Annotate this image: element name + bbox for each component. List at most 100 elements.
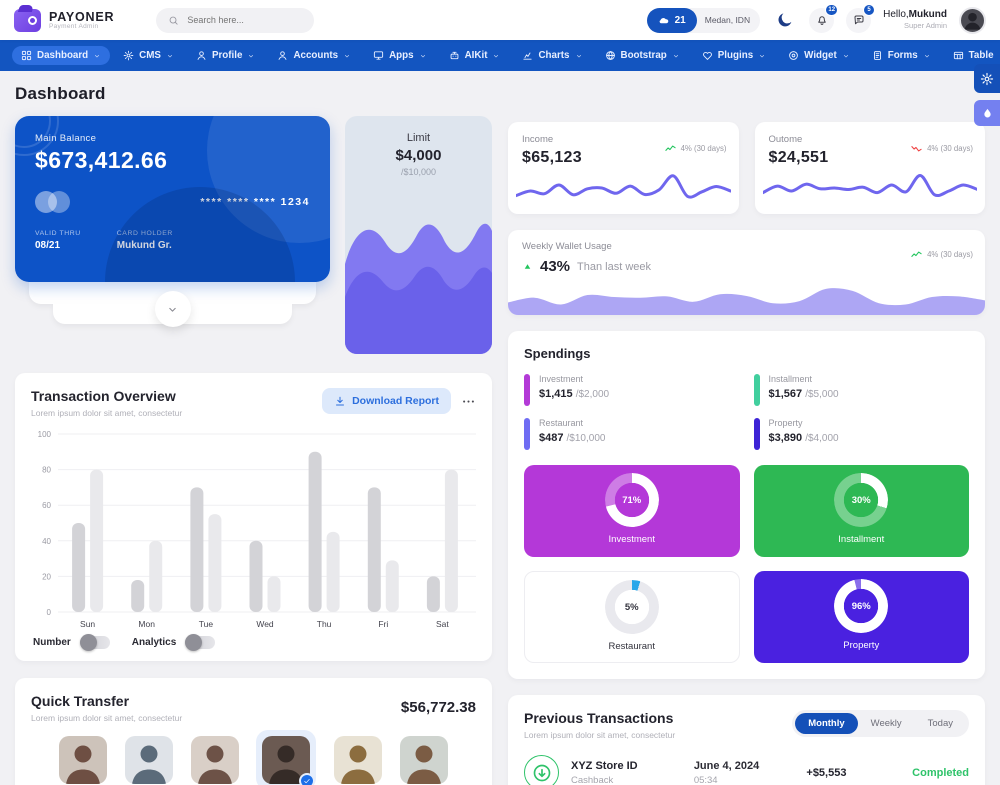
card-holder-label: CARD HOLDER — [116, 230, 173, 237]
nav-item-plugins[interactable]: Plugins — [693, 46, 775, 65]
top-header: PAYONER Payment Admin 21 Medan, IDN 12 — [0, 0, 1000, 40]
quick-transfer-subtitle: Lorem ipsum dolor sit amet, consectetur — [31, 713, 183, 723]
svg-text:Sat: Sat — [436, 619, 449, 629]
nav-item-dashboard[interactable]: Dashboard — [12, 46, 111, 65]
transfer-contact-avatar[interactable] — [59, 736, 107, 784]
nav-item-bootstrap[interactable]: Bootstrap — [596, 46, 689, 65]
spending-tile-restaurant[interactable]: 5% Restaurant — [524, 571, 740, 663]
nav-item-charts[interactable]: Charts — [513, 46, 591, 65]
outcome-label: Outome — [768, 134, 803, 145]
nav-item-forms[interactable]: Forms — [863, 46, 940, 65]
nav-item-accounts[interactable]: Accounts — [268, 46, 360, 65]
transaction-bar-chart: 0 20 40 60 80 100 Sun Mon Tue Wed Thu Fri Sat — [31, 426, 476, 632]
nav-item-label: AIKit — [464, 50, 488, 61]
balance-label: Main Balance — [35, 133, 97, 144]
toggle-label-number: Number — [33, 637, 71, 648]
nav-item-label: Forms — [887, 50, 918, 61]
transaction-category: Cashback — [571, 774, 614, 785]
chevron-down-icon — [758, 52, 766, 60]
transaction-amount: +$5,553 — [806, 766, 847, 779]
messages-button[interactable]: 5 — [846, 3, 876, 33]
card-brand-icon — [35, 191, 77, 213]
notification-count-badge: 12 — [825, 3, 839, 16]
nav-item-label: Widget — [804, 50, 837, 61]
transfer-contact-avatar[interactable] — [190, 736, 239, 784]
download-report-button[interactable]: Download Report — [322, 388, 451, 414]
theme-color-fab-button[interactable] — [974, 100, 1000, 126]
outcome-amount: $24,551 — [768, 149, 829, 166]
search-input[interactable] — [187, 15, 303, 25]
brand-tagline: Payment Admin — [49, 22, 99, 30]
limit-wave-decoration — [345, 202, 492, 354]
settings-fab-button[interactable] — [974, 64, 1000, 93]
main-navigation: Dashboard CMS Profile Accounts Apps AIKit Char… — [0, 40, 1000, 71]
user-avatar[interactable] — [959, 6, 986, 34]
nav-item-profile[interactable]: Profile — [187, 46, 265, 65]
transaction-name: XYZ Store ID — [571, 759, 638, 772]
dark-mode-toggle[interactable] — [772, 8, 797, 33]
chevron-down-icon — [842, 52, 850, 60]
chart-icon — [522, 50, 533, 61]
nav-item-label: Apps — [389, 50, 414, 61]
transfer-contact-avatar[interactable] — [124, 736, 173, 784]
transfer-contact-avatar[interactable] — [334, 736, 383, 784]
transfer-contact-selected[interactable] — [256, 730, 317, 785]
weather-location: Medan, IDN — [704, 15, 751, 25]
expand-cards-button[interactable] — [154, 291, 191, 327]
tile-label: Restaurant — [608, 641, 655, 652]
brand-logo[interactable]: PAYONER Payment Admin — [14, 4, 114, 32]
analytics-toggle[interactable] — [185, 634, 216, 651]
limit-total: /$10,000 — [400, 167, 437, 177]
nav-item-cms[interactable]: CMS — [114, 46, 183, 65]
spending-name: Installment — [768, 374, 813, 384]
outcome-card: Outome $24,551 4% (30 days) — [754, 122, 985, 214]
spending-item-restaurant: Restaurant $487 /$10,000 — [524, 418, 740, 450]
table-icon — [953, 50, 964, 61]
chat-icon — [853, 14, 865, 26]
spending-tile-property[interactable]: 96% Property — [753, 571, 969, 663]
svg-text:80: 80 — [42, 466, 51, 475]
spending-value: $1,415 /$2,000 — [539, 388, 610, 400]
transfer-contact-avatar[interactable] — [399, 736, 448, 784]
spending-name: Restaurant — [539, 418, 584, 428]
more-options-icon[interactable] — [461, 394, 476, 409]
nav-item-table[interactable]: Table — [944, 46, 1000, 65]
tab-weekly[interactable]: Weekly — [870, 718, 902, 729]
user-name: Mukund — [908, 9, 947, 20]
greeting-text: Hello, — [883, 9, 909, 20]
nav-item-label: Profile — [211, 50, 243, 61]
svg-text:40: 40 — [42, 537, 51, 546]
transaction-row[interactable]: XYZ Store ID Cashback June 4, 2024 05:34… — [524, 755, 969, 785]
nav-item-label: Dashboard — [37, 50, 89, 61]
tab-monthly[interactable]: Monthly — [795, 713, 858, 734]
weekly-usage-percent: 43% — [540, 258, 571, 275]
spending-tile-investment[interactable]: 71% Investment — [524, 465, 740, 557]
weather-widget[interactable]: 21 Medan, IDN — [646, 7, 761, 33]
valid-thru-label: VALID THRU — [35, 230, 81, 237]
nav-item-aikit[interactable]: AIKit — [440, 46, 510, 65]
user-icon — [196, 50, 207, 61]
notifications-button[interactable]: 12 — [809, 3, 839, 33]
wallet-logo-icon — [14, 4, 41, 32]
chevron-down-icon — [166, 52, 174, 60]
legend-color-bar — [753, 418, 760, 450]
tab-today[interactable]: Today — [927, 718, 953, 729]
monitor-icon — [373, 50, 384, 61]
previous-transactions-card: Previous Transactions Lorem ipsum dolor … — [508, 695, 985, 785]
search-bar[interactable] — [156, 7, 315, 33]
spending-tile-installment[interactable]: 30% Installment — [753, 465, 969, 557]
chevron-down-icon — [343, 52, 351, 60]
balance-amount: $673,412.66 — [35, 147, 168, 173]
user-icon — [277, 50, 288, 61]
tile-label: Investment — [608, 534, 655, 545]
nav-item-widget[interactable]: Widget — [779, 46, 859, 65]
previous-transactions-subtitle: Lorem ipsum dolor sit amet, consectetur — [524, 730, 676, 740]
chevron-down-icon — [93, 52, 101, 60]
nav-item-apps[interactable]: Apps — [364, 46, 436, 65]
limit-amount: $4,000 — [395, 147, 442, 164]
period-tabs: Monthly Weekly Today — [792, 710, 969, 737]
number-toggle[interactable] — [79, 634, 110, 651]
weekly-trend-text: 4% (30 days) — [927, 250, 973, 259]
bell-icon — [816, 14, 828, 26]
moon-icon — [776, 11, 794, 29]
